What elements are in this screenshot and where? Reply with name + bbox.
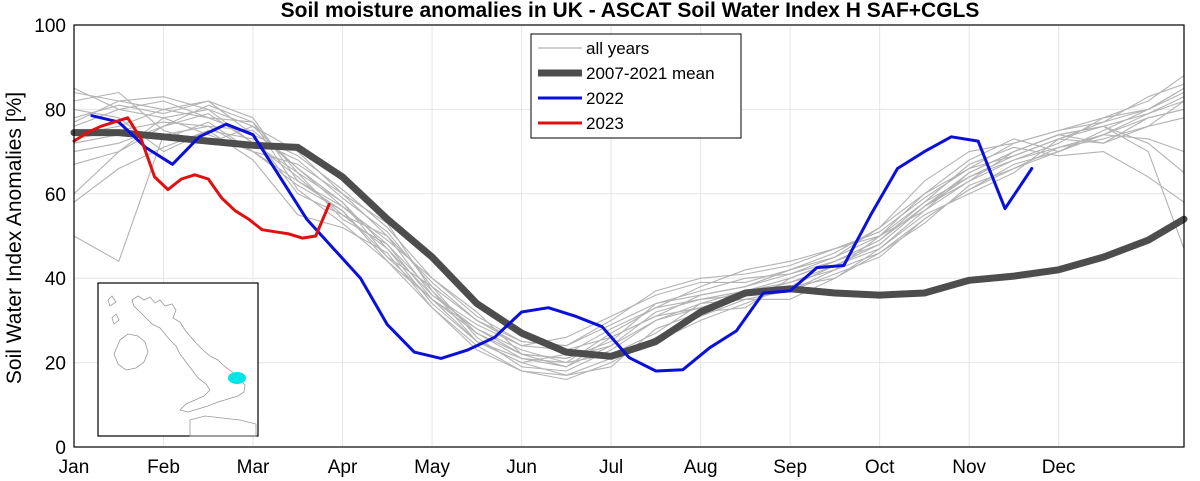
series-layer [70, 75, 1188, 381]
y-tick-label: 0 [55, 438, 66, 459]
y-tick-label: 80 [45, 100, 66, 121]
y-tick-label: 20 [45, 354, 66, 375]
x-tick-label: Mar [237, 457, 270, 478]
x-tick-labels: Jan Feb Mar Apr May Jun Jul Aug Sep Oct Nov Dec [59, 457, 1076, 478]
series-line-all-years-9 [73, 100, 1185, 364]
x-tick-label: Oct [865, 457, 895, 478]
y-tick-label: 40 [45, 269, 66, 290]
legend-label-2022: 2022 [586, 89, 624, 108]
continent-outline [189, 415, 257, 437]
plot-frame [73, 24, 1185, 448]
y-axis-label: Soil Water Index Anomalies [%] [3, 92, 26, 384]
series-line-all-years-7 [73, 108, 1185, 364]
inset-map [97, 282, 259, 437]
x-tick-label: Sep [773, 457, 807, 478]
legend-label-2023: 2023 [586, 114, 624, 133]
islands-outline [107, 295, 120, 325]
y-tick-label: 100 [34, 16, 66, 37]
y-tick-label: 60 [45, 185, 66, 206]
ireland-outline [113, 333, 149, 371]
x-tick-label: Dec [1042, 457, 1076, 478]
series-line-2023 [72, 116, 331, 240]
x-tick-label: Aug [684, 457, 718, 478]
chart-title: Soil moisture anomalies in UK - ASCAT So… [281, 0, 980, 22]
x-tick-label: Feb [147, 457, 180, 478]
inset-map-frame [97, 282, 259, 437]
x-tick-label: Nov [952, 457, 986, 478]
x-tick-label: Jan [59, 457, 90, 478]
x-tick-label: Apr [328, 457, 358, 478]
study-region-marker [228, 372, 246, 384]
x-tick-label: Jun [506, 457, 537, 478]
x-tick-label: Jul [599, 457, 623, 478]
x-tick-label: May [414, 457, 450, 478]
legend-box [530, 33, 742, 139]
series-line-2022 [90, 114, 1034, 373]
legend: all years 2007-2021 mean 2022 2023 [530, 33, 742, 139]
series-line-all-years-3 [73, 83, 1185, 372]
legend-label-mean: 2007-2021 mean [586, 64, 715, 83]
legend-label-all-years: all years [586, 39, 649, 58]
y-tick-labels: 0 20 40 60 80 100 [34, 16, 66, 459]
gridlines [74, 25, 1184, 447]
series-line-all-years-13 [73, 100, 1185, 347]
series-line-all-years-14 [73, 96, 1185, 359]
great-britain-outline [131, 295, 246, 413]
